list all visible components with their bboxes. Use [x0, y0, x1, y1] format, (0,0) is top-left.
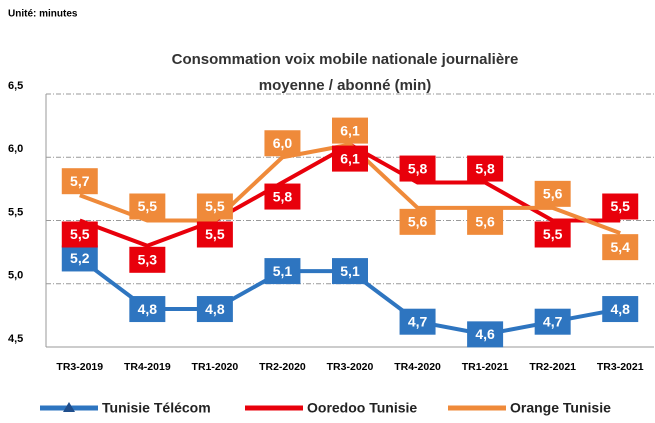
x-tick-label: TR1-2021 — [462, 361, 509, 373]
data-label: 5,5 — [610, 198, 630, 214]
data-label: 4,8 — [610, 301, 630, 317]
data-label: 6,0 — [273, 135, 293, 151]
chart-title: Consommation voix mobile nationale journ… — [172, 51, 519, 68]
data-label-box — [602, 234, 639, 261]
x-tick-label: TR4-2020 — [394, 361, 441, 373]
data-label-box — [61, 168, 98, 195]
data-label-box — [264, 183, 301, 210]
data-label: 6,1 — [340, 122, 360, 138]
y-tick-label: 5,5 — [8, 206, 23, 218]
x-tick-label: TR1-2020 — [192, 361, 239, 373]
data-label: 5,5 — [138, 198, 158, 214]
data-label-box — [534, 308, 571, 335]
data-label: 6,1 — [340, 150, 360, 166]
data-label-box — [264, 258, 301, 285]
data-label: 5,2 — [70, 250, 90, 266]
legend-label: Orange Tunisie — [510, 400, 611, 416]
legend-label: Ooredoo Tunisie — [307, 400, 417, 416]
x-tick-label: TR2-2020 — [259, 361, 306, 373]
data-label: 4,7 — [543, 313, 563, 329]
data-label: 5,7 — [70, 173, 90, 189]
data-label-box — [399, 308, 436, 335]
data-label-box — [61, 245, 98, 272]
series-line — [79, 142, 621, 236]
data-label: 5,6 — [408, 214, 428, 230]
data-label-box — [332, 258, 368, 285]
data-label: 5,3 — [138, 252, 158, 268]
data-label-box — [602, 193, 639, 220]
data-label-box — [129, 246, 166, 273]
legend-marker — [63, 402, 75, 412]
unit-note: Unité: minutes — [8, 9, 78, 20]
data-label: 5,4 — [610, 239, 630, 255]
data-label: 5,5 — [70, 226, 90, 242]
data-label: 5,5 — [205, 198, 225, 214]
data-label-box — [61, 221, 98, 248]
data-label-box — [129, 193, 166, 220]
data-label: 4,8 — [205, 301, 225, 317]
data-label: 5,8 — [273, 188, 293, 204]
data-label: 5,5 — [543, 226, 563, 242]
data-label-box — [196, 221, 233, 248]
data-label-box — [264, 130, 301, 157]
x-tick-label: TR3-2019 — [56, 361, 103, 373]
chart-title: moyenne / abonné (min) — [259, 77, 432, 94]
data-label-box — [467, 155, 504, 182]
data-label-box — [399, 155, 436, 182]
data-label: 4,7 — [408, 313, 428, 329]
x-tick-label: TR2-2021 — [529, 361, 576, 373]
data-label: 5,1 — [340, 263, 360, 279]
data-label-box — [399, 208, 436, 235]
data-label-box — [467, 208, 504, 235]
data-label-box — [467, 321, 504, 348]
x-tick-label: TR3-2021 — [597, 361, 644, 373]
data-label: 5,6 — [543, 186, 563, 202]
y-tick-label: 4,5 — [8, 333, 23, 345]
legend-label: Tunisie Télécom — [102, 400, 211, 416]
data-label-box — [534, 180, 571, 207]
y-tick-label: 6,5 — [8, 80, 23, 92]
data-label: 5,8 — [475, 160, 495, 176]
y-tick-label: 5,0 — [8, 270, 23, 282]
data-label-box — [332, 145, 368, 172]
y-tick-label: 6,0 — [8, 143, 23, 155]
data-label-box — [196, 193, 233, 220]
data-label: 5,6 — [475, 214, 495, 230]
data-label: 5,5 — [205, 226, 225, 242]
data-label: 5,8 — [408, 160, 428, 176]
data-label-box — [332, 117, 368, 144]
data-label-box — [602, 296, 639, 323]
data-label-box — [534, 221, 571, 248]
data-label: 5,1 — [273, 263, 293, 279]
data-label: 4,8 — [138, 301, 158, 317]
data-label: 4,6 — [475, 326, 495, 342]
x-tick-label: TR3-2020 — [327, 361, 374, 373]
data-label-box — [196, 296, 233, 323]
data-label-box — [129, 296, 166, 323]
x-tick-label: TR4-2019 — [124, 361, 171, 373]
